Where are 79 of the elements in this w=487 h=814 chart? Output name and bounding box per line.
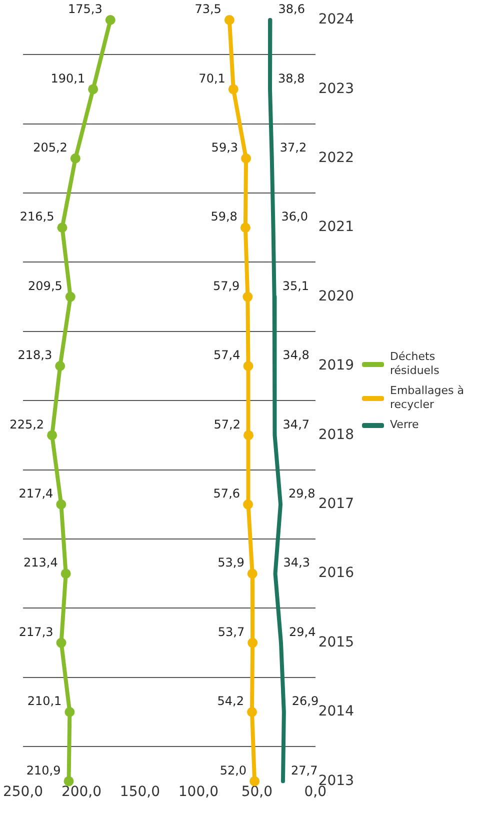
- point: [64, 776, 74, 786]
- y-tick-label: 2018: [318, 426, 354, 443]
- data-label: 27,7: [290, 763, 318, 778]
- y-tick-label: 2019: [318, 358, 354, 374]
- point: [56, 499, 66, 510]
- y-tick-label: 2023: [318, 80, 354, 97]
- x-tick-label: 50,0: [241, 784, 272, 800]
- x-tick-label: 150,0: [120, 784, 160, 800]
- data-label: 59,3: [211, 140, 238, 155]
- point: [243, 361, 254, 371]
- point: [47, 430, 58, 440]
- data-label: 38,6: [278, 2, 305, 16]
- data-label: 37,2: [280, 140, 307, 155]
- data-label: 59,8: [210, 210, 238, 224]
- data-label: 57,2: [214, 417, 240, 432]
- data-label: 34,7: [282, 417, 310, 432]
- point: [242, 292, 253, 302]
- data-label: 38,8: [278, 71, 305, 86]
- point: [105, 15, 116, 25]
- y-tick-label: 2017: [318, 496, 354, 512]
- point: [224, 15, 234, 25]
- point: [55, 361, 66, 371]
- point: [88, 84, 98, 94]
- point: [65, 292, 76, 302]
- data-label: 70,1: [198, 71, 226, 86]
- data-label: 175,3: [68, 2, 102, 16]
- data-label: 36,0: [281, 210, 308, 224]
- data-label: 57,9: [212, 278, 240, 293]
- data-label: 190,1: [50, 71, 86, 86]
- data-label: 52,0: [220, 763, 247, 778]
- point: [247, 568, 258, 579]
- data-label: 53,7: [218, 624, 245, 639]
- x-tick-label: 100,0: [178, 784, 218, 800]
- data-label: 35,1: [282, 278, 310, 293]
- x-tick-label: 200,0: [61, 784, 102, 800]
- point: [57, 222, 68, 233]
- point: [248, 638, 258, 648]
- x-tick-label: 250,0: [2, 784, 44, 800]
- data-label: 217,3: [18, 624, 54, 639]
- data-label: 209,5: [28, 278, 62, 293]
- data-label: 210,9: [26, 763, 61, 778]
- data-label: 57,6: [213, 486, 240, 501]
- point: [228, 84, 238, 94]
- data-label: 218,3: [18, 348, 52, 362]
- y-tick-label: 2020: [318, 288, 354, 304]
- data-label: 57,4: [214, 348, 240, 362]
- data-label: 205,2: [33, 140, 68, 155]
- data-label: 210,1: [27, 694, 62, 708]
- data-label: 53,9: [218, 556, 244, 570]
- data-label: 225,2: [10, 417, 44, 432]
- point: [243, 499, 254, 510]
- y-tick-label: 2016: [318, 565, 354, 582]
- y-tick-label: 2024: [318, 12, 354, 28]
- data-label: 73,5: [194, 2, 222, 16]
- legend-label: Verre: [390, 418, 419, 432]
- point: [241, 153, 252, 164]
- point: [243, 430, 254, 440]
- data-label: 213,4: [23, 556, 58, 570]
- data-label: 217,4: [18, 486, 54, 501]
- y-tick-label: 2022: [318, 150, 354, 166]
- data-label: 34,3: [283, 556, 310, 570]
- data-label: 54,2: [217, 694, 244, 708]
- y-tick-label: 2021: [318, 219, 354, 236]
- data-label: 216,5: [20, 210, 54, 224]
- data-label: 29,4: [288, 624, 316, 639]
- point: [246, 707, 257, 717]
- point: [70, 153, 80, 164]
- legend-label: Déchets résiduels: [390, 350, 440, 378]
- data-label: 34,8: [282, 348, 310, 362]
- y-tick-label: 2015: [318, 634, 354, 650]
- y-tick-label: 2014: [318, 704, 354, 720]
- point: [240, 222, 250, 233]
- point: [250, 776, 260, 786]
- data-label: 29,8: [288, 486, 316, 501]
- point: [60, 568, 71, 579]
- legend-label: Emballages à recycler: [390, 384, 465, 412]
- data-label: 26,9: [292, 694, 319, 708]
- point: [56, 638, 66, 648]
- point: [64, 707, 75, 717]
